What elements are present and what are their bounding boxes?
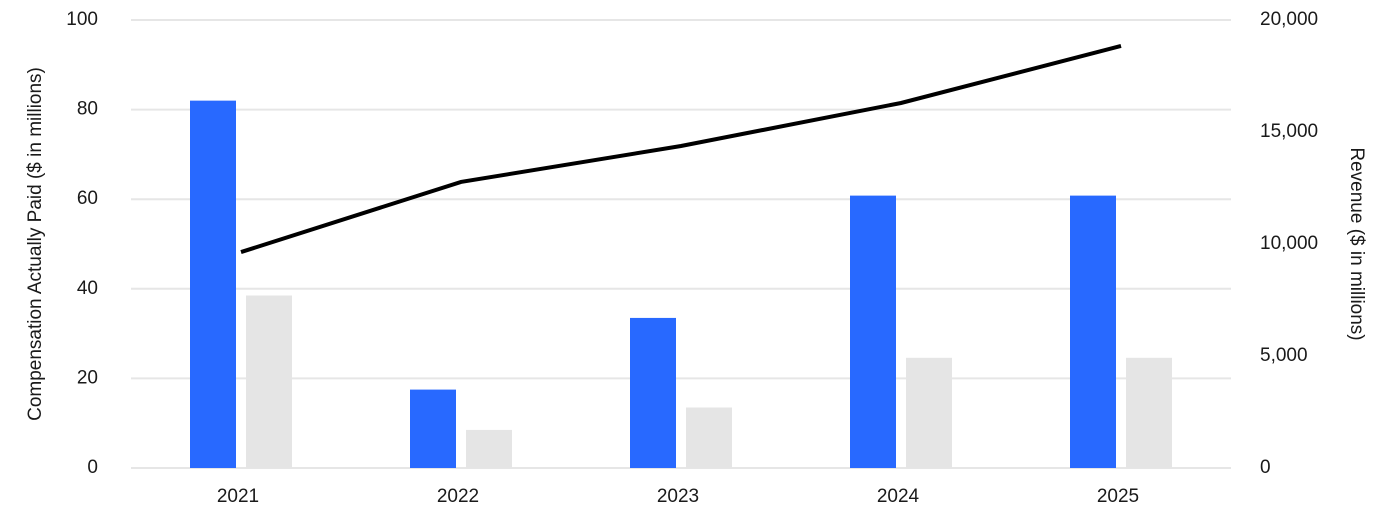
bar (466, 429, 512, 468)
y-tick-label: 60 (77, 188, 98, 209)
bar (190, 100, 236, 468)
bar (906, 357, 952, 468)
bar (410, 389, 456, 468)
x-tick-label: 2022 (437, 486, 479, 507)
x-tick-label: 2023 (657, 486, 699, 507)
y2-tick-label: 0 (1260, 457, 1271, 478)
y2-tick-label: 20,000 (1260, 9, 1318, 30)
bar (1126, 357, 1172, 468)
y-tick-label: 80 (77, 99, 98, 120)
x-tick-label: 2024 (877, 486, 920, 507)
bar (630, 317, 676, 468)
y-tick-label: 0 (87, 457, 98, 478)
y-tick-label: 100 (66, 9, 98, 30)
y2-tick-label: 15,000 (1260, 121, 1318, 142)
bar (1070, 195, 1116, 468)
x-tick-label: 2025 (1097, 486, 1139, 507)
y-tick-label: 40 (77, 278, 98, 299)
y2-tick-label: 10,000 (1260, 233, 1318, 254)
revenue-line (240, 44, 1122, 254)
y-tick-label: 20 (77, 367, 98, 388)
x-tick-label: 2021 (217, 486, 259, 507)
y2-tick-label: 5,000 (1260, 345, 1308, 366)
y-axis-title: Compensation Actually Paid ($ in million… (25, 67, 46, 421)
bar (246, 295, 292, 468)
y2-axis-title: Revenue ($ in millions) (1346, 147, 1367, 340)
bar (850, 195, 896, 468)
bar (686, 407, 732, 468)
